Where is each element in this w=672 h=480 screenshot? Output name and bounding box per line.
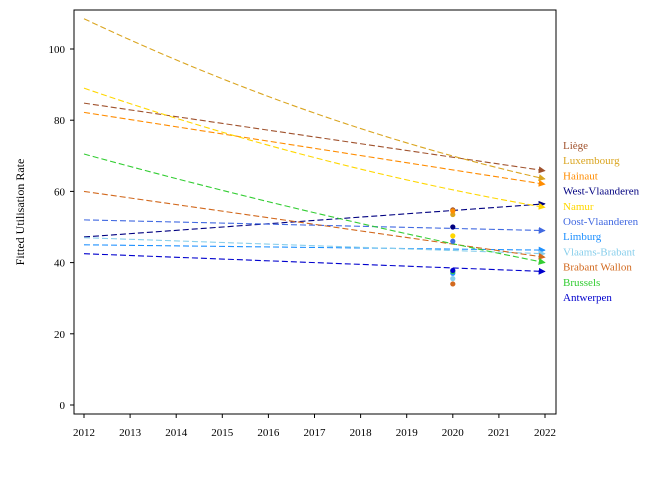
series-line-limburg <box>83 244 546 254</box>
series-line-vlaams-brabant <box>83 237 546 257</box>
legend-entry-oost-vlaanderen: Oost-Vlaanderen <box>563 216 639 228</box>
x-tick-label-2013: 2013 <box>119 427 142 439</box>
legend-entry-luxembourg: Luxembourg <box>563 155 620 167</box>
legend-entry-west-vlaanderen: West-Vlaanderen <box>563 186 640 198</box>
series-line-oost-vlaanderen <box>83 219 546 234</box>
series-line-hainaut <box>83 111 546 187</box>
x-axis: 2012 2013 2014 2015 2016 2017 2018 2019 2020 2021… <box>73 414 556 439</box>
series-line-luxembourg <box>83 18 546 181</box>
legend-entry-brabant-wallon: Brabant Wallon <box>563 262 632 274</box>
x-tick-label-2015: 2015 <box>211 427 234 439</box>
series-lines <box>83 18 546 275</box>
series-line-liege <box>83 102 546 174</box>
x-tick-label-2018: 2018 <box>350 427 373 439</box>
observed-point-namur <box>450 233 456 239</box>
legend: Liège Luxembourg Hainaut West-Vlaanderen Nam… <box>563 140 640 304</box>
observed-point-antwerpen <box>450 267 456 274</box>
x-tick-label-2022: 2022 <box>534 427 556 439</box>
series-line-west-vlaanderen <box>83 200 546 238</box>
legend-entry-brussels: Brussels <box>563 277 600 289</box>
y-tick-label-60: 60 <box>54 186 66 198</box>
observed-point-vlaams-brabant <box>450 276 456 282</box>
legend-entry-vlaams-brabant: Vlaams-Brabant <box>563 246 635 258</box>
legend-entry-limburg: Limburg <box>563 231 602 243</box>
observed-point-oost-vlaanderen <box>450 238 456 244</box>
y-axis-label: Fitted Utilisation Rate <box>13 159 27 266</box>
y-tick-label-80: 80 <box>54 115 66 127</box>
x-tick-label-2019: 2019 <box>396 427 419 439</box>
y-tick-label-0: 0 <box>60 400 66 412</box>
x-tick-label-2021: 2021 <box>488 427 510 439</box>
plot-frame <box>73 9 557 415</box>
legend-entry-liege: Liège <box>563 140 588 152</box>
series-line-namur <box>83 87 546 210</box>
series-line-antwerpen <box>83 253 546 275</box>
observed-point-brabant-wallon <box>450 281 456 287</box>
x-tick-label-2020: 2020 <box>442 427 465 439</box>
y-axis: 0 20 40 60 80 100 <box>49 44 74 412</box>
series-line-brabant-wallon <box>83 190 546 260</box>
y-tick-label-100: 100 <box>49 44 66 56</box>
legend-entry-namur: Namur <box>563 201 594 213</box>
series-line-brussels <box>83 153 546 265</box>
observed-point-west-vlaanderen <box>450 224 456 230</box>
observed-points <box>450 207 456 287</box>
x-tick-label-2017: 2017 <box>304 427 327 439</box>
observed-point-luxembourg <box>450 211 456 218</box>
observed-point-hainaut <box>450 208 456 214</box>
legend-entry-hainaut: Hainaut <box>563 170 598 182</box>
y-tick-label-20: 20 <box>54 329 66 341</box>
y-tick-label-40: 40 <box>54 258 66 270</box>
x-tick-label-2016: 2016 <box>257 427 280 439</box>
legend-entry-antwerpen: Antwerpen <box>563 292 612 304</box>
x-tick-label-2014: 2014 <box>165 427 188 439</box>
x-tick-label-2012: 2012 <box>73 427 95 439</box>
